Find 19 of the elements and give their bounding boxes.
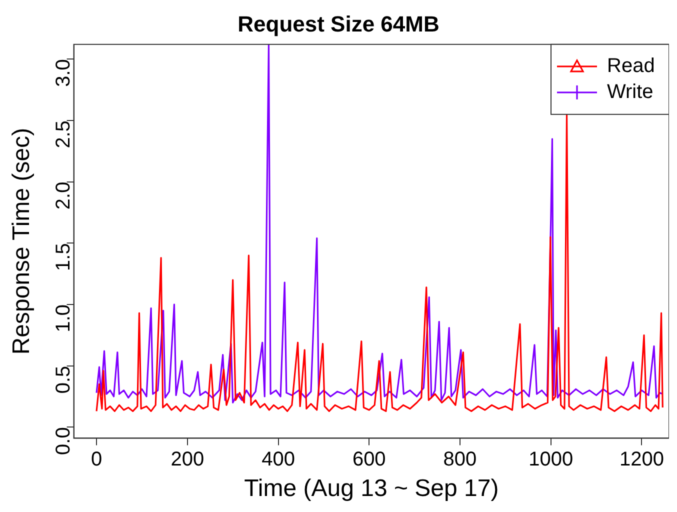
legend-label: Write bbox=[607, 80, 654, 103]
y-tick-label: 3.0 bbox=[52, 59, 74, 87]
x-tick-label: 1200 bbox=[619, 448, 664, 471]
x-tick-label: 0 bbox=[90, 448, 102, 471]
y-tick-label: 1.5 bbox=[52, 243, 74, 271]
x-tick-label: 1000 bbox=[528, 448, 574, 471]
chart-title: Request Size 64MB bbox=[238, 11, 440, 36]
x-axis-title: Time (Aug 13 ~ Sep 17) bbox=[244, 475, 499, 502]
y-tick-label: 1.0 bbox=[52, 304, 74, 332]
y-tick-label: 0.0 bbox=[52, 427, 74, 455]
y-tick-label: 2.0 bbox=[52, 182, 74, 210]
y-tick-label: 2.5 bbox=[52, 120, 74, 148]
x-tick-label: 400 bbox=[262, 448, 295, 471]
x-tick-label: 800 bbox=[443, 448, 477, 471]
y-tick-label: 0.5 bbox=[52, 366, 74, 394]
x-tick-label: 200 bbox=[170, 448, 204, 471]
legend-label: Read bbox=[607, 54, 655, 77]
y-axis-title: Response Time (sec) bbox=[8, 128, 36, 355]
x-tick-label: 600 bbox=[352, 448, 386, 471]
